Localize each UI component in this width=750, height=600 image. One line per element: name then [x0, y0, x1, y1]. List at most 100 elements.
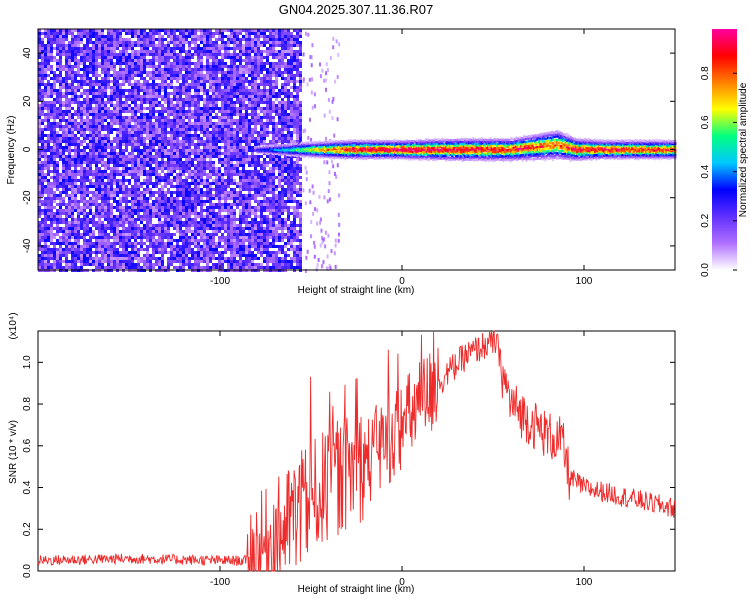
heatmap-noise-cell	[167, 206, 170, 209]
heatmap-noise-cell	[206, 29, 209, 32]
heatmap-noise-cell	[152, 143, 155, 146]
heatmap-noise-cell	[65, 245, 68, 248]
heatmap-noise-cell	[74, 35, 77, 38]
heatmap-noise-cell	[44, 239, 47, 242]
heatmap-noise-cell	[107, 68, 110, 71]
heatmap-noise-cell	[137, 170, 140, 173]
heatmap-noise-cell	[74, 158, 77, 161]
heatmap-noise-cell	[86, 143, 89, 146]
heatmap-noise-cell	[41, 266, 44, 269]
heatmap-noise-cell	[47, 164, 50, 167]
heatmap-noise-cell	[221, 185, 224, 188]
heatmap-noise-cell	[194, 245, 197, 248]
heatmap-noise-cell	[197, 158, 200, 161]
heatmap-noise-cell	[224, 221, 227, 224]
heatmap-noise-cell	[152, 59, 155, 62]
heatmap-noise-cell	[191, 35, 194, 38]
heatmap-noise-cell	[92, 53, 95, 56]
heatmap-noise-cell	[230, 101, 233, 104]
heatmap-noise-cell	[212, 32, 215, 35]
heatmap-noise-cell	[86, 29, 89, 32]
heatmap-noise-cell	[59, 218, 62, 221]
heatmap-noise-cell	[185, 104, 188, 107]
heatmap-noise-cell	[173, 50, 176, 53]
heatmap-noise-cell	[56, 50, 59, 53]
heatmap-noise-cell	[206, 167, 209, 170]
heatmap-noise-cell	[188, 32, 191, 35]
heatmap-noise-cell	[44, 242, 47, 245]
heatmap-noise-cell	[56, 230, 59, 233]
heatmap-noise-cell	[83, 209, 86, 212]
heatmap-noise-cell	[89, 182, 92, 185]
heatmap-noise-cell	[200, 197, 203, 200]
heatmap-noise-cell	[164, 98, 167, 101]
heatmap-noise-cell	[107, 146, 110, 149]
heatmap-noise-cell	[95, 65, 98, 68]
heatmap-noise-cell	[230, 248, 233, 251]
heatmap-noise-cell	[155, 50, 158, 53]
heatmap-noise-cell	[98, 167, 101, 170]
heatmap-noise-cell	[242, 95, 245, 98]
heatmap-noise-cell	[236, 122, 239, 125]
heatmap-noise-cell	[59, 122, 62, 125]
heatmap-noise-cell	[221, 56, 224, 59]
heatmap-noise-cell	[233, 113, 236, 116]
heatmap-noise-cell	[125, 80, 128, 83]
heatmap-noise-cell	[95, 59, 98, 62]
heatmap-noise-cell	[107, 182, 110, 185]
heatmap-noise-cell	[38, 116, 41, 119]
heatmap-noise-cell	[68, 212, 71, 215]
heatmap-noise-cell	[212, 215, 215, 218]
heatmap-noise-cell	[44, 176, 47, 179]
heatmap-noise-cell	[128, 257, 131, 260]
heatmap-noise-cell	[125, 71, 128, 74]
heatmap-noise-cell	[170, 92, 173, 95]
heatmap-noise-cell	[170, 98, 173, 101]
heatmap-noise-cell	[128, 260, 131, 263]
heatmap-noise-cell	[218, 125, 221, 128]
heatmap-noise-cell	[209, 245, 212, 248]
heatmap-noise-cell	[47, 245, 50, 248]
heatmap-noise-cell	[137, 71, 140, 74]
heatmap-noise-cell	[134, 137, 137, 140]
heatmap-noise-cell	[239, 68, 242, 71]
heatmap-noise-cell	[239, 245, 242, 248]
heatmap-noise-cell	[83, 254, 86, 257]
heatmap-noise-cell	[131, 146, 134, 149]
heatmap-noise-cell	[239, 56, 242, 59]
heatmap-noise-cell	[128, 245, 131, 248]
heatmap-noise-cell	[149, 224, 152, 227]
heatmap-noise-cell	[107, 173, 110, 176]
heatmap-noise-cell	[47, 95, 50, 98]
heatmap-noise-cell	[56, 62, 59, 65]
heatmap-noise-cell	[83, 215, 86, 218]
heatmap-noise-cell	[128, 143, 131, 146]
heatmap-noise-cell	[218, 167, 221, 170]
heatmap-noise-cell	[206, 149, 209, 152]
heatmap-noise-cell	[233, 92, 236, 95]
heatmap-noise-cell	[158, 35, 161, 38]
heatmap-noise-cell	[98, 197, 101, 200]
heatmap-noise-cell	[92, 134, 95, 137]
heatmap-noise-cell	[167, 209, 170, 212]
heatmap-noise-cell	[200, 110, 203, 113]
heatmap-noise-cell	[137, 95, 140, 98]
heatmap-noise-cell	[215, 53, 218, 56]
heatmap-noise-cell	[173, 56, 176, 59]
heatmap-noise-cell	[191, 173, 194, 176]
heatmap-noise-cell	[215, 116, 218, 119]
heatmap-noise-cell	[176, 143, 179, 146]
heatmap-noise-cell	[104, 74, 107, 77]
heatmap-noise-cell	[155, 143, 158, 146]
heatmap-noise-cell	[101, 110, 104, 113]
heatmap-noise-cell	[188, 260, 191, 263]
heatmap-noise-cell	[218, 50, 221, 53]
heatmap-noise-cell	[230, 146, 233, 149]
heatmap-noise-cell	[41, 65, 44, 68]
heatmap-noise-cell	[185, 140, 188, 143]
heatmap-noise-cell	[44, 140, 47, 143]
heatmap-noise-cell	[167, 110, 170, 113]
heatmap-noise-cell	[83, 35, 86, 38]
heatmap-noise-cell	[101, 191, 104, 194]
heatmap-noise-cell	[41, 239, 44, 242]
